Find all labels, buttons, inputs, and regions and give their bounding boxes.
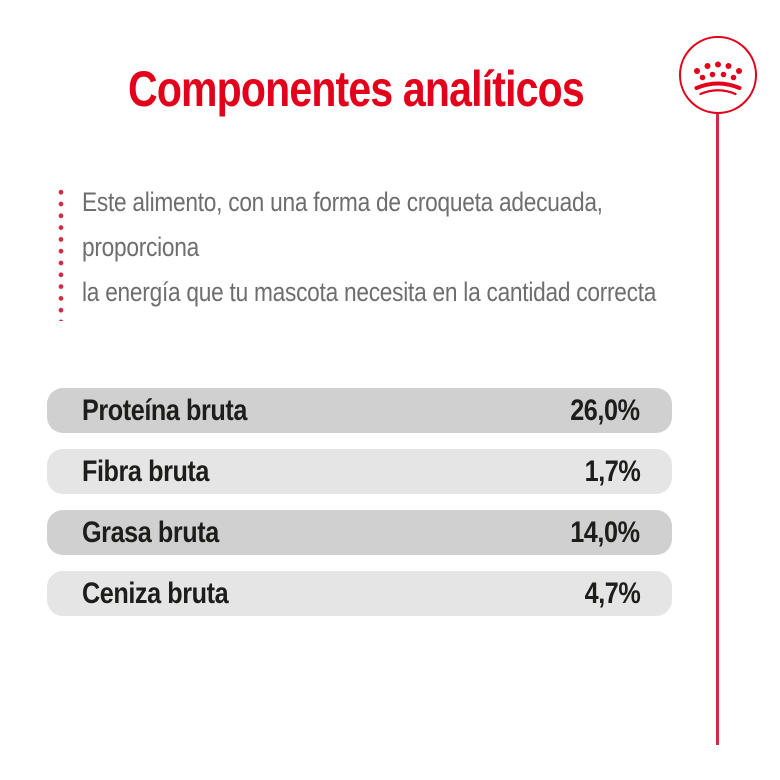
table-row: Grasa bruta 14,0% — [47, 510, 672, 555]
dotted-accent-line — [58, 189, 64, 321]
intro-paragraph: Este alimento, con una forma de croqueta… — [82, 180, 712, 315]
brand-logo — [679, 36, 757, 114]
component-value: 14,0% — [570, 515, 641, 549]
crown-icon — [694, 61, 742, 96]
component-value: 1,7% — [584, 454, 640, 488]
component-value: 26,0% — [570, 393, 641, 427]
table-row: Proteína bruta 26,0% — [47, 388, 672, 433]
component-label: Fibra bruta — [82, 454, 209, 488]
component-label: Grasa bruta — [82, 515, 219, 549]
page-title: Componentes analíticos — [128, 61, 585, 117]
component-label: Proteína bruta — [82, 393, 247, 427]
components-table: Proteína bruta 26,0% Fibra bruta 1,7% Gr… — [47, 388, 672, 632]
component-value: 4,7% — [584, 576, 640, 610]
intro-line: proporciona — [82, 232, 200, 262]
table-row: Fibra bruta 1,7% — [47, 449, 672, 494]
intro-line: Este alimento, con una forma de croqueta… — [82, 187, 603, 217]
component-label: Ceniza bruta — [82, 576, 229, 610]
page-title-wrap: Componentes analíticos — [0, 60, 712, 118]
table-row: Ceniza bruta 4,7% — [47, 571, 672, 616]
vertical-rule — [716, 114, 719, 745]
intro-line: la energía que tu mascota necesita en la… — [82, 277, 657, 307]
